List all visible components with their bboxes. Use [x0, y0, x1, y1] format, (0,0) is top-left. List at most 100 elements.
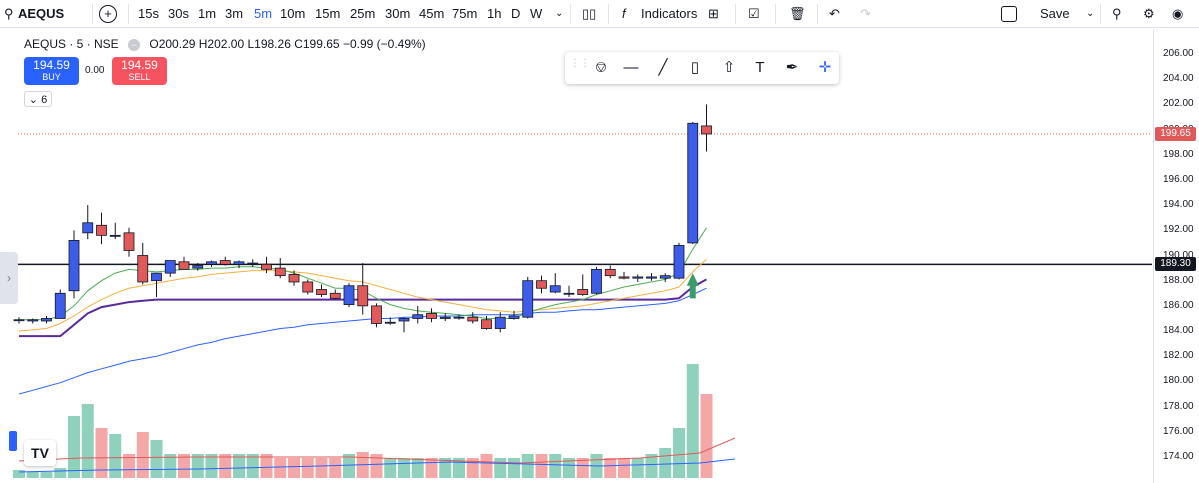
- legend-symbol[interactable]: AEQUS · 5 · NSE: [24, 37, 119, 51]
- interval-30m[interactable]: 30m: [385, 6, 411, 21]
- tradingview-logo-icon[interactable]: TV: [24, 440, 56, 466]
- chevron-down-icon[interactable]: ⌄: [1086, 8, 1095, 19]
- candle-body: [522, 280, 534, 318]
- buy-price: 194.59: [33, 58, 70, 72]
- symbol-search[interactable]: AEQUS: [18, 6, 65, 21]
- indicators-toggle[interactable]: ⌄ 6: [24, 91, 52, 107]
- divider: [92, 4, 93, 24]
- candle-body: [109, 234, 121, 237]
- candle-body: [192, 265, 204, 269]
- trend-line-icon[interactable]: ╱: [658, 59, 668, 76]
- candle-body: [632, 276, 644, 279]
- candle-body: [68, 239, 80, 292]
- volume-bar: [425, 458, 438, 478]
- candle-body: [563, 292, 575, 295]
- chevron-down-icon[interactable]: ⌄: [555, 8, 564, 19]
- interval-45m[interactable]: 45m: [419, 6, 445, 21]
- volume-bar: [205, 454, 218, 478]
- candle-body: [508, 315, 520, 319]
- measure-icon[interactable]: ⎊: [594, 59, 607, 76]
- alert-icon[interactable]: ☑: [748, 6, 760, 21]
- price-axis[interactable]: [1153, 29, 1199, 483]
- camera-icon[interactable]: ◉: [1172, 6, 1184, 21]
- candle-body: [591, 268, 602, 294]
- drag-handle-icon[interactable]: ⋮⋮: [570, 58, 590, 69]
- redo-icon[interactable]: ↷: [860, 6, 871, 21]
- volume-bar: [549, 454, 562, 478]
- candle-body: [604, 268, 616, 277]
- volume-bar: [343, 454, 355, 478]
- crosshair-icon[interactable]: ✛: [818, 59, 832, 76]
- text-icon[interactable]: T: [755, 59, 765, 76]
- brush-icon[interactable]: ✒: [785, 59, 799, 76]
- volume-bar: [329, 458, 342, 478]
- quick-search-icon[interactable]: ⚲: [1112, 6, 1122, 21]
- fx-icon[interactable]: f: [622, 6, 626, 21]
- candle-body: [151, 272, 162, 282]
- legend-open: O200.29: [149, 37, 196, 51]
- horizontal-line-icon[interactable]: —: [623, 59, 639, 76]
- expand-sidebar-icon[interactable]: ›: [0, 252, 18, 304]
- sell-button[interactable]: 194.59 SELL: [112, 57, 167, 85]
- volume-bar: [618, 458, 630, 478]
- interval-3m[interactable]: 3m: [225, 6, 244, 21]
- volume-ma-red: [18, 437, 736, 464]
- buy-button[interactable]: 194.59 BUY: [24, 57, 79, 85]
- search-icon[interactable]: ⚲: [4, 6, 14, 21]
- interval-30s[interactable]: 30s: [168, 6, 189, 21]
- save-button[interactable]: Save: [1040, 6, 1070, 21]
- interval-75m[interactable]: 75m: [452, 6, 478, 21]
- volume-bar: [686, 364, 699, 478]
- undo-icon[interactable]: ↶: [829, 6, 840, 21]
- legend-low: L198.26: [247, 37, 291, 51]
- candle-body: [439, 316, 451, 319]
- volume-bar: [191, 454, 204, 478]
- candles-icon[interactable]: ▯: [690, 59, 700, 76]
- candle-body: [426, 313, 437, 319]
- divider: [735, 4, 736, 24]
- indicator-count: 6: [41, 94, 48, 106]
- interval-10m[interactable]: 10m: [280, 6, 306, 21]
- volume-bar: [659, 448, 672, 478]
- candle-body: [54, 292, 66, 319]
- interval-15s[interactable]: 15s: [138, 6, 159, 21]
- indicators-button[interactable]: Indicators: [641, 6, 698, 21]
- settings-icon[interactable]: ⚙: [1143, 6, 1155, 21]
- trash-icon[interactable]: 🗑: [789, 6, 806, 21]
- interval-1m[interactable]: 1m: [198, 6, 217, 21]
- candle-type-icon[interactable]: ▯▯: [582, 6, 597, 21]
- interval-W[interactable]: W: [530, 6, 543, 21]
- volume-bar: [411, 458, 424, 478]
- interval-1h[interactable]: 1h: [487, 6, 502, 21]
- legend-high: H202.00: [198, 37, 245, 51]
- symbol-legend: AEQUS · 5 · NSE − O200.29 H202.00 L198.2…: [24, 37, 426, 51]
- volume-ma-blue: [18, 458, 736, 473]
- candle-body: [329, 292, 341, 299]
- volume-bar: [480, 454, 493, 478]
- ma-blue-line: [18, 287, 707, 395]
- divider: [1100, 4, 1101, 24]
- panel-handle-icon[interactable]: [9, 431, 17, 451]
- volume-bar: [508, 458, 520, 478]
- interval-15m[interactable]: 15m: [315, 6, 341, 21]
- candle-body: [536, 280, 547, 289]
- interval-25m[interactable]: 25m: [350, 6, 376, 21]
- arrow-up-icon[interactable]: ⇧: [722, 59, 736, 76]
- candle-body: [687, 122, 699, 244]
- legend-change: −0.99 (−0.49%): [342, 37, 426, 51]
- templates-icon[interactable]: ⊞: [708, 6, 719, 21]
- candle-body: [274, 267, 286, 277]
- divider: [128, 4, 129, 24]
- interval-D[interactable]: D: [511, 6, 521, 21]
- candle-body: [384, 321, 396, 324]
- chevron-down-icon: ⌄: [28, 94, 39, 106]
- candle-body: [343, 285, 355, 306]
- volume-bar: [370, 454, 383, 478]
- candle-body: [206, 261, 217, 265]
- interval-5m[interactable]: 5m: [254, 6, 273, 21]
- candle-body: [13, 319, 25, 322]
- layout-icon[interactable]: [1001, 6, 1017, 22]
- compare-add-icon[interactable]: +: [99, 5, 117, 23]
- y-tick-label: 182.00: [1163, 350, 1194, 362]
